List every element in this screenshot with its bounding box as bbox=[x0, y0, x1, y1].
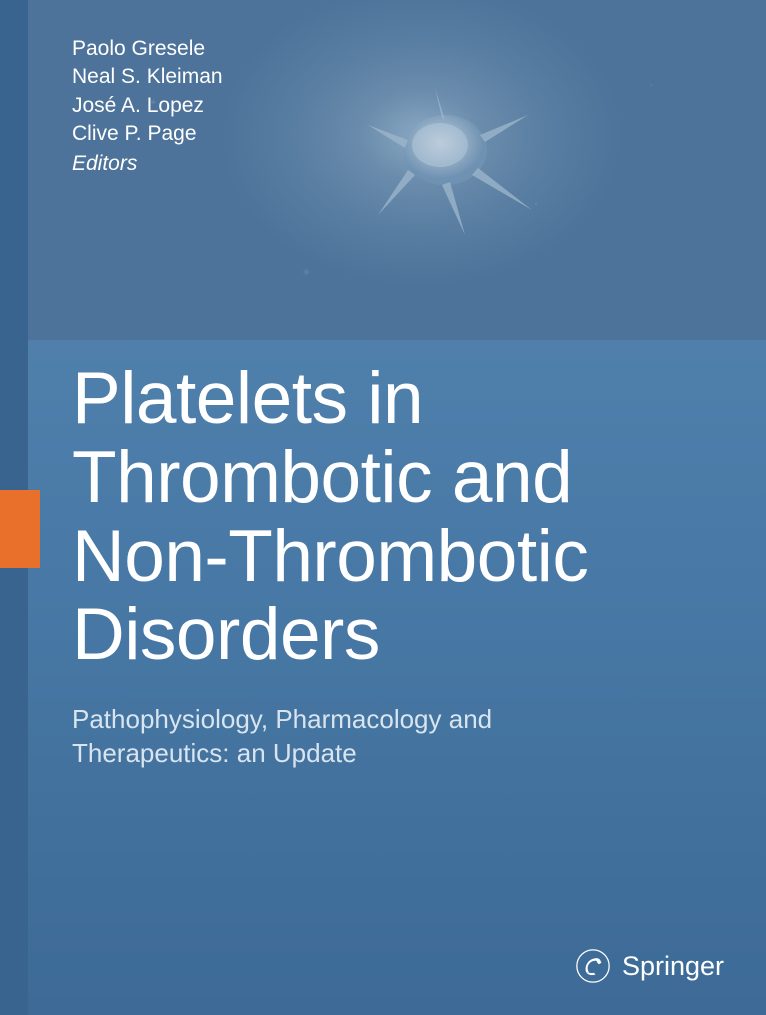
title-line: Thrombotic and bbox=[72, 439, 726, 518]
title-block: Platelets in Thrombotic and Non-Thrombot… bbox=[72, 360, 726, 771]
subtitle-line: Pathophysiology, Pharmacology and bbox=[72, 703, 726, 737]
title-line: Platelets in bbox=[72, 360, 726, 439]
springer-horse-icon bbox=[576, 949, 610, 983]
subtitle-line: Therapeutics: an Update bbox=[72, 737, 726, 771]
editor-name: José A. Lopez bbox=[72, 92, 223, 120]
editor-name: Clive P. Page bbox=[72, 120, 223, 148]
platelet-cell-illustration bbox=[360, 80, 540, 240]
editors-label: Editors bbox=[72, 150, 223, 178]
book-subtitle: Pathophysiology, Pharmacology and Therap… bbox=[72, 703, 726, 771]
title-line: Disorders bbox=[72, 596, 726, 675]
editors-block: Paolo Gresele Neal S. Kleiman José A. Lo… bbox=[72, 35, 223, 179]
publisher-name: Springer bbox=[622, 951, 724, 982]
series-accent-tab bbox=[0, 490, 40, 568]
title-line: Non-Thrombotic bbox=[72, 518, 726, 597]
editor-name: Paolo Gresele bbox=[72, 35, 223, 63]
book-title: Platelets in Thrombotic and Non-Thrombot… bbox=[72, 360, 726, 675]
editor-name: Neal S. Kleiman bbox=[72, 63, 223, 91]
book-cover: Paolo Gresele Neal S. Kleiman José A. Lo… bbox=[0, 0, 766, 1015]
publisher-block: Springer bbox=[576, 949, 724, 983]
